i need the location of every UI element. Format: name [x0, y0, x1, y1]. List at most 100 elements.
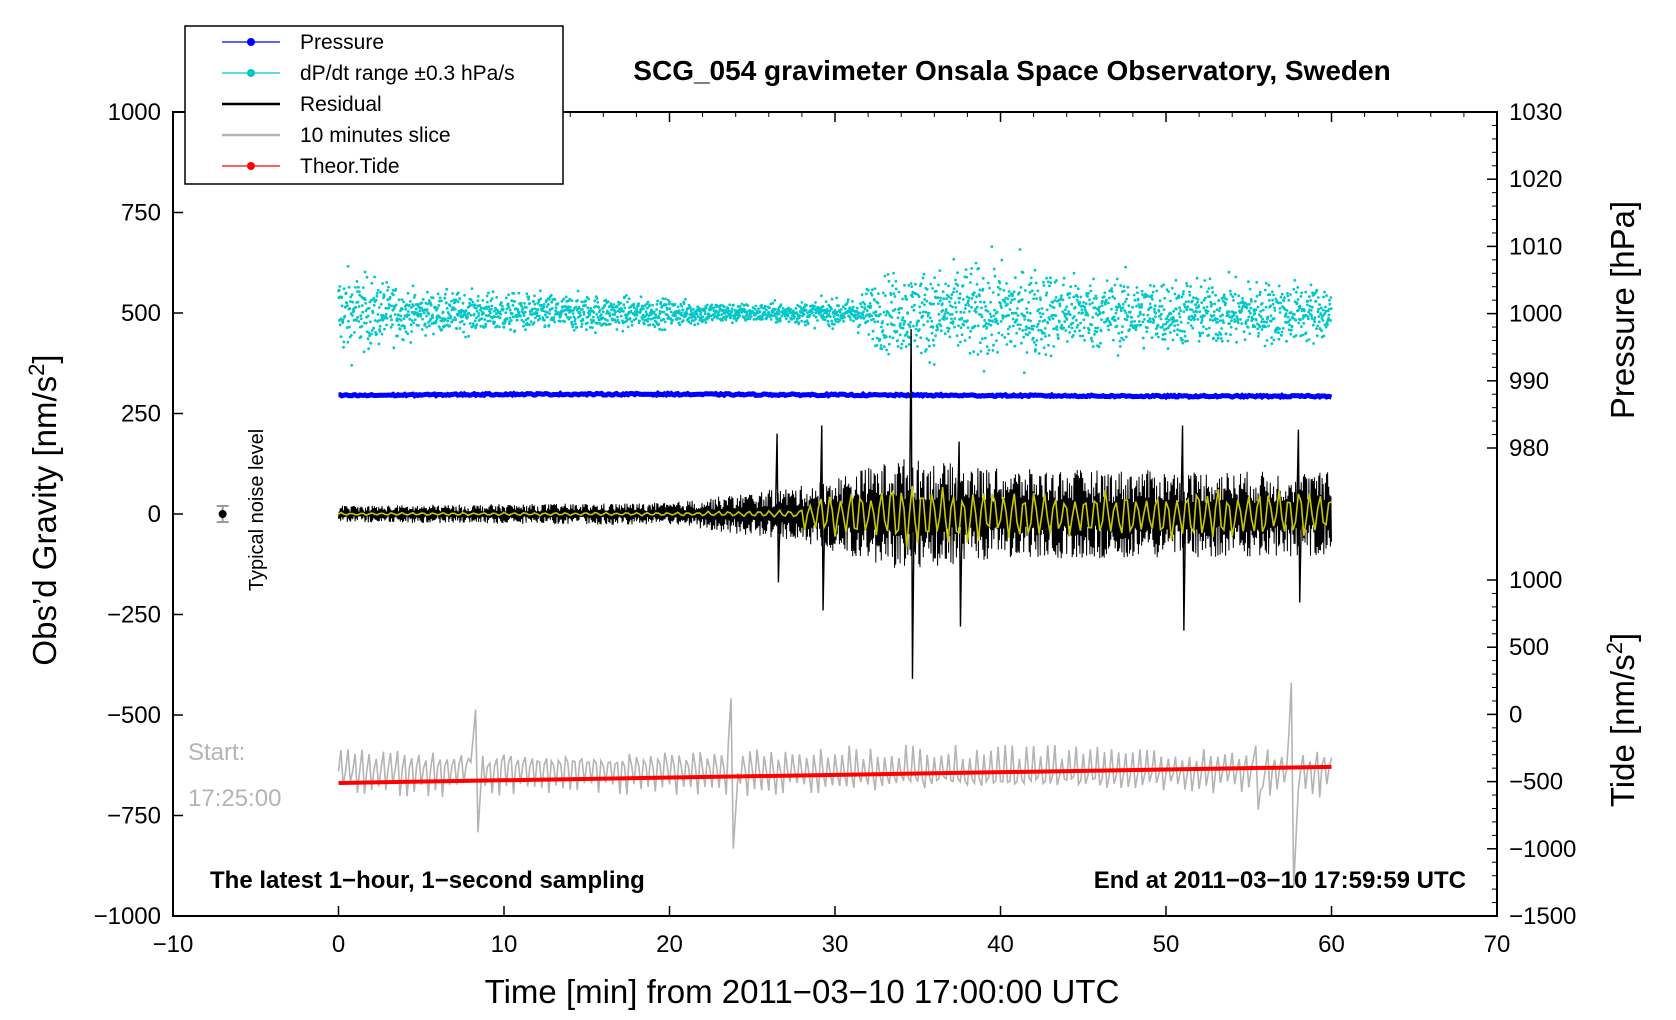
dpdt-point [387, 285, 390, 289]
dpdt-point [682, 302, 686, 305]
dpdt-point [676, 316, 680, 320]
dpdt-point [421, 317, 424, 321]
dpdt-point [500, 301, 503, 304]
dpdt-point [1126, 315, 1129, 319]
dpdt-point [990, 245, 994, 249]
dpdt-point [568, 297, 572, 301]
dpdt-point [704, 306, 708, 310]
dpdt-point [412, 321, 415, 325]
dpdt-point [1156, 323, 1160, 327]
dpdt-point [1118, 304, 1122, 308]
dpdt-point [478, 304, 482, 307]
dpdt-point [1027, 326, 1031, 330]
dpdt-point [944, 308, 948, 311]
dpdt-point [448, 324, 452, 328]
dpdt-point [1075, 326, 1079, 329]
dpdt-point [424, 334, 427, 337]
dpdt-point [1105, 298, 1108, 302]
dpdt-point [576, 299, 579, 302]
dpdt-point [914, 292, 918, 296]
dpdt-point [986, 281, 990, 285]
dpdt-point [944, 282, 947, 286]
dpdt-point [1185, 282, 1188, 285]
dpdt-point [441, 310, 445, 314]
dpdt-point [409, 323, 413, 327]
dpdt-point [1162, 283, 1166, 287]
dpdt-point [805, 319, 809, 323]
dpdt-point [1293, 278, 1297, 282]
dpdt-point [397, 298, 401, 302]
dpdt-point [1189, 324, 1193, 327]
dpdt-point [1168, 331, 1172, 334]
dpdt-point [472, 312, 476, 316]
dpdt-point [438, 316, 442, 319]
dpdt-point [798, 314, 802, 317]
dpdt-point [941, 290, 945, 294]
dpdt-point [1050, 313, 1054, 317]
dpdt-point [915, 333, 918, 337]
dpdt-point [470, 287, 474, 290]
dpdt-point [988, 319, 992, 323]
tide-tick-label: 1000 [1509, 567, 1562, 594]
dpdt-point [615, 305, 619, 308]
dpdt-point [765, 316, 769, 320]
dpdt-point [1287, 328, 1291, 332]
dpdt-point [1248, 332, 1252, 335]
dpdt-point [926, 320, 930, 323]
dpdt-point [723, 312, 727, 315]
dpdt-point [947, 284, 950, 288]
dpdt-point [372, 303, 376, 307]
dpdt-point [633, 306, 636, 310]
dpdt-point [1247, 280, 1250, 284]
dpdt-point [1039, 298, 1042, 302]
dpdt-point [453, 300, 457, 304]
dpdt-point [521, 307, 525, 310]
dpdt-point [634, 317, 638, 320]
x-axis-label: Time [min] from 2011−03−10 17:00:00 UTC [485, 973, 1120, 1010]
dpdt-point [1067, 296, 1071, 299]
dpdt-point [367, 331, 371, 335]
dpdt-point [1204, 296, 1207, 300]
dpdt-point [1122, 289, 1126, 293]
dpdt-point [1186, 339, 1189, 343]
dpdt-point [884, 335, 888, 339]
dpdt-point [1132, 293, 1136, 297]
dpdt-point [1074, 284, 1077, 288]
dpdt-point [956, 344, 960, 347]
dpdt-point [523, 302, 526, 305]
dpdt-point [1040, 307, 1044, 310]
dpdt-point [361, 310, 365, 314]
dpdt-point [1012, 324, 1015, 328]
dpdt-point [595, 313, 599, 316]
dpdt-point [601, 316, 605, 319]
dpdt-point [1002, 289, 1006, 292]
dpdt-point [957, 324, 960, 328]
dpdt-point [1055, 279, 1058, 282]
dpdt-point [872, 311, 876, 315]
dpdt-point [1055, 325, 1059, 329]
pressure-series [338, 390, 1333, 401]
dpdt-point [773, 299, 777, 302]
dpdt-point [550, 307, 554, 310]
dpdt-point [1150, 294, 1154, 297]
dpdt-point [1260, 328, 1264, 331]
dpdt-point [969, 272, 973, 276]
dpdt-point [661, 297, 665, 300]
dpdt-point [1202, 298, 1206, 302]
dpdt-point [463, 311, 467, 315]
dpdt-point [380, 332, 384, 336]
dpdt-point [1122, 338, 1125, 342]
dpdt-point [826, 319, 830, 323]
dpdt-point [1243, 338, 1247, 341]
dpdt-point [882, 345, 886, 349]
dpdt-point [740, 302, 744, 306]
dpdt-point [1112, 338, 1115, 342]
dpdt-point [1058, 302, 1062, 306]
dpdt-point [425, 325, 429, 329]
dpdt-point [1110, 290, 1114, 293]
dpdt-point [1255, 294, 1259, 298]
dpdt-point [1128, 328, 1131, 331]
dpdt-point [916, 345, 919, 348]
dpdt-point [922, 323, 926, 327]
dpdt-point [552, 316, 556, 319]
